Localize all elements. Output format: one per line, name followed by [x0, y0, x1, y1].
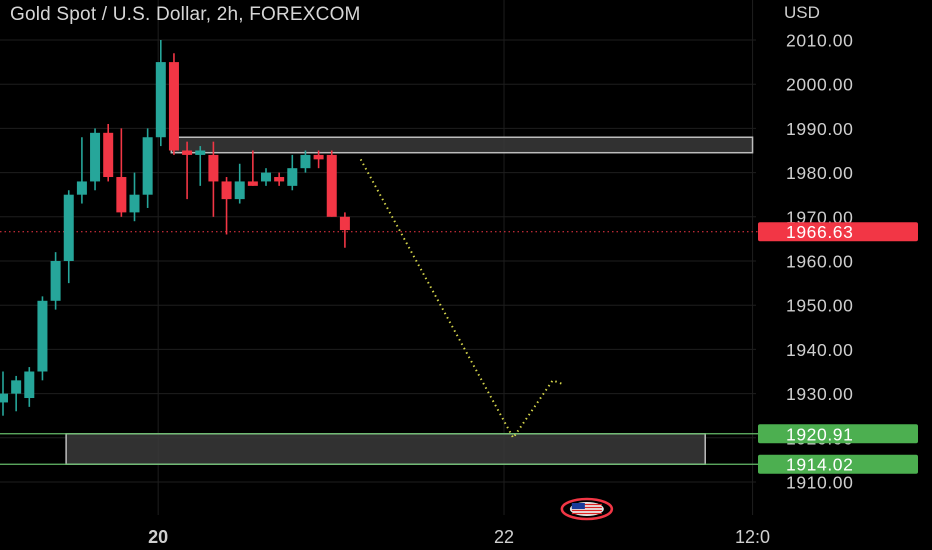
resistance-zone	[170, 136, 754, 154]
candle-down	[326, 154, 337, 217]
x-tick-label: 20	[148, 527, 168, 547]
level-price-label-box	[758, 454, 918, 474]
candle-down	[221, 181, 232, 200]
candle-down	[274, 177, 285, 182]
candle-up	[142, 137, 153, 195]
y-tick-label: 1940.00	[786, 340, 853, 360]
candle-down	[116, 177, 127, 213]
candle-up	[129, 194, 140, 213]
projection-path	[359, 158, 565, 440]
us-flag-canton	[571, 503, 585, 509]
x-tick-label: 12:0	[735, 527, 770, 547]
candle-up	[90, 132, 101, 182]
y-tick-label: 1990.00	[786, 119, 853, 139]
candle-up	[63, 194, 74, 261]
candle-up	[261, 172, 271, 182]
y-tick-label: 1950.00	[786, 296, 853, 316]
candle-up	[300, 154, 311, 169]
candle-down	[313, 154, 324, 160]
y-tick-label: 2000.00	[786, 75, 853, 95]
candle-up	[195, 150, 206, 155]
candle-down	[339, 216, 350, 231]
candle-up	[11, 380, 22, 394]
y-tick-label: 1980.00	[786, 163, 853, 183]
event-marker-ring	[560, 497, 614, 521]
candle-down	[103, 132, 114, 178]
candle-up	[287, 168, 298, 186]
y-tick-label: 2010.00	[786, 31, 853, 51]
level-price-label-box	[758, 424, 918, 444]
currency-label: USD	[784, 3, 820, 22]
candle-up	[0, 393, 8, 403]
chart-title: Gold Spot / U.S. Dollar, 2h, FOREXCOM	[10, 4, 361, 25]
level-price-label: 1920.91	[786, 424, 853, 444]
current-price-label: 1966.63	[786, 222, 853, 242]
candle-up	[50, 261, 61, 301]
y-tick-label: 1960.00	[786, 252, 853, 272]
candle-down	[168, 62, 179, 151]
candle-up	[155, 62, 166, 138]
current-price-label-box	[758, 222, 918, 242]
candle-up	[37, 300, 48, 372]
x-tick-label: 22	[494, 527, 514, 547]
level-price-label: 1914.02	[786, 455, 853, 475]
y-tick-label: 1930.00	[786, 384, 853, 404]
y-tick-label: 1910.00	[786, 473, 853, 493]
candle-up	[76, 181, 87, 195]
candle-up	[24, 371, 35, 399]
candle-up	[234, 181, 245, 200]
candle-down	[182, 150, 193, 155]
support-zone	[65, 433, 706, 465]
candle-down	[208, 154, 219, 182]
candle-down	[247, 181, 258, 186]
